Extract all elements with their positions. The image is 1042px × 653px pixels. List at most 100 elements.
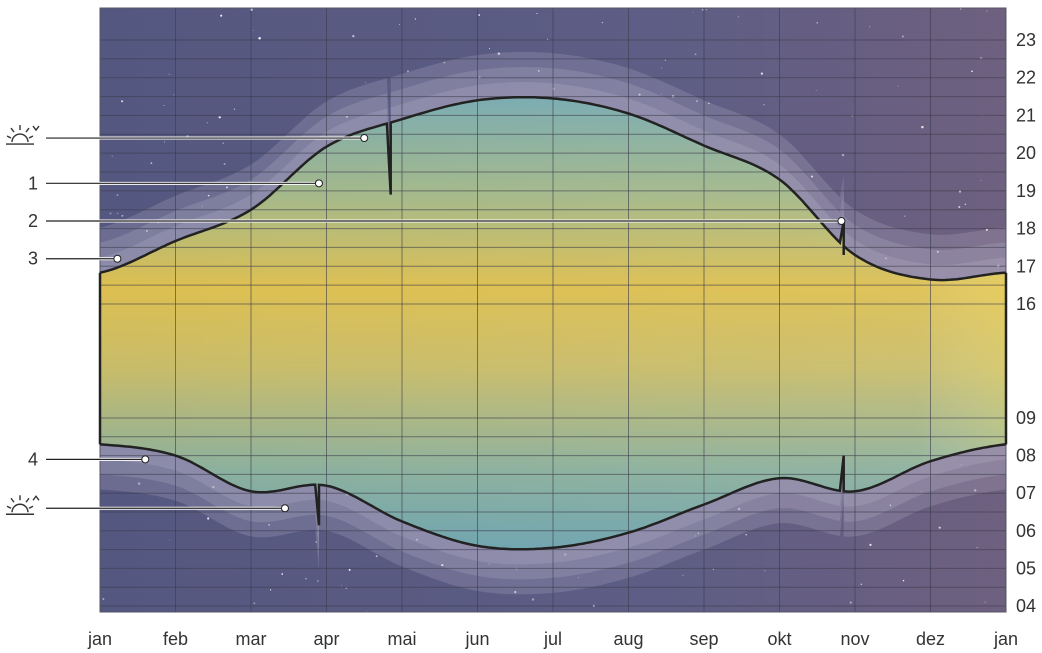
star: [841, 153, 845, 157]
star: [478, 14, 481, 16]
star: [902, 579, 905, 582]
star: [348, 568, 351, 571]
star: [497, 52, 501, 55]
star: [146, 230, 148, 232]
star: [889, 504, 892, 507]
y-tick-label: 04: [1016, 596, 1036, 616]
star: [416, 538, 419, 541]
marker-dot: [113, 254, 122, 263]
star: [169, 539, 171, 541]
sunset-icon: [6, 125, 40, 145]
star: [207, 517, 210, 520]
star: [763, 104, 765, 106]
star: [705, 9, 707, 11]
star: [920, 491, 922, 493]
star: [514, 590, 517, 594]
star: [976, 546, 978, 549]
star: [897, 85, 899, 87]
star: [537, 70, 540, 72]
star: [102, 598, 105, 600]
star: [281, 573, 284, 575]
star: [985, 228, 988, 231]
star: [163, 105, 165, 106]
y-tick-label: 21: [1016, 105, 1036, 125]
star: [860, 583, 863, 585]
star: [697, 532, 699, 534]
star: [694, 53, 697, 56]
star: [737, 16, 739, 18]
sunrise-curve: [99, 443, 1007, 551]
marker-label: 2: [28, 211, 38, 231]
star: [258, 36, 261, 40]
annotations: 1 2 3 4: [6, 125, 846, 515]
y-tick-label: 20: [1016, 143, 1036, 163]
x-tick-label: feb: [163, 629, 188, 649]
star: [536, 13, 538, 15]
star: [701, 8, 704, 11]
star: [973, 489, 977, 492]
star: [986, 10, 988, 12]
marker-label: 4: [28, 449, 38, 469]
x-axis: jan feb mar apr mai jun jul aug sep okt nov dez jan: [87, 629, 1018, 649]
star: [707, 102, 710, 105]
marker-dot: [314, 179, 323, 188]
star: [173, 94, 175, 96]
star: [268, 191, 270, 193]
star: [233, 108, 236, 110]
marker-label: 1: [28, 173, 38, 193]
star: [849, 601, 852, 604]
star: [601, 21, 604, 24]
star: [958, 205, 961, 209]
y-tick-label: 07: [1016, 483, 1036, 503]
star: [223, 162, 226, 166]
star: [315, 541, 318, 543]
star: [885, 257, 887, 259]
y-tick-label: 23: [1016, 30, 1036, 50]
y-tick-label: 18: [1016, 219, 1036, 239]
star: [111, 155, 113, 157]
star: [441, 564, 444, 567]
star: [815, 89, 817, 92]
x-tick-label: mar: [236, 629, 267, 649]
star: [206, 122, 209, 124]
star: [121, 214, 124, 217]
x-tick-label: okt: [767, 629, 791, 649]
star: [116, 194, 119, 197]
star: [268, 524, 270, 526]
star: [366, 610, 368, 612]
x-tick-label: jul: [543, 629, 562, 649]
star: [252, 30, 254, 32]
star: [682, 574, 684, 576]
star: [364, 82, 366, 84]
sunrise-icon: [6, 495, 40, 515]
star: [352, 35, 355, 38]
star: [760, 72, 764, 75]
x-tick-label: jun: [464, 629, 489, 649]
y-tick-label: 06: [1016, 521, 1036, 541]
star: [489, 48, 490, 50]
star: [901, 35, 904, 38]
star: [980, 180, 982, 181]
star: [121, 100, 124, 103]
marker-dot: [837, 217, 846, 226]
star: [745, 533, 747, 536]
star: [305, 577, 307, 580]
y-tick-label: 19: [1016, 181, 1036, 201]
star: [341, 585, 343, 587]
y-tick-label: 17: [1016, 256, 1036, 276]
x-tick-label: mai: [387, 629, 416, 649]
star: [938, 526, 941, 529]
y-tick-label: 09: [1016, 408, 1036, 428]
star: [220, 14, 223, 17]
star: [904, 215, 906, 217]
star: [163, 141, 166, 143]
y-tick-label: 22: [1016, 68, 1036, 88]
star: [695, 100, 698, 103]
x-tick-label: jan: [87, 629, 112, 649]
star: [816, 21, 819, 24]
star: [399, 24, 400, 26]
star: [660, 67, 662, 69]
star: [712, 568, 714, 570]
